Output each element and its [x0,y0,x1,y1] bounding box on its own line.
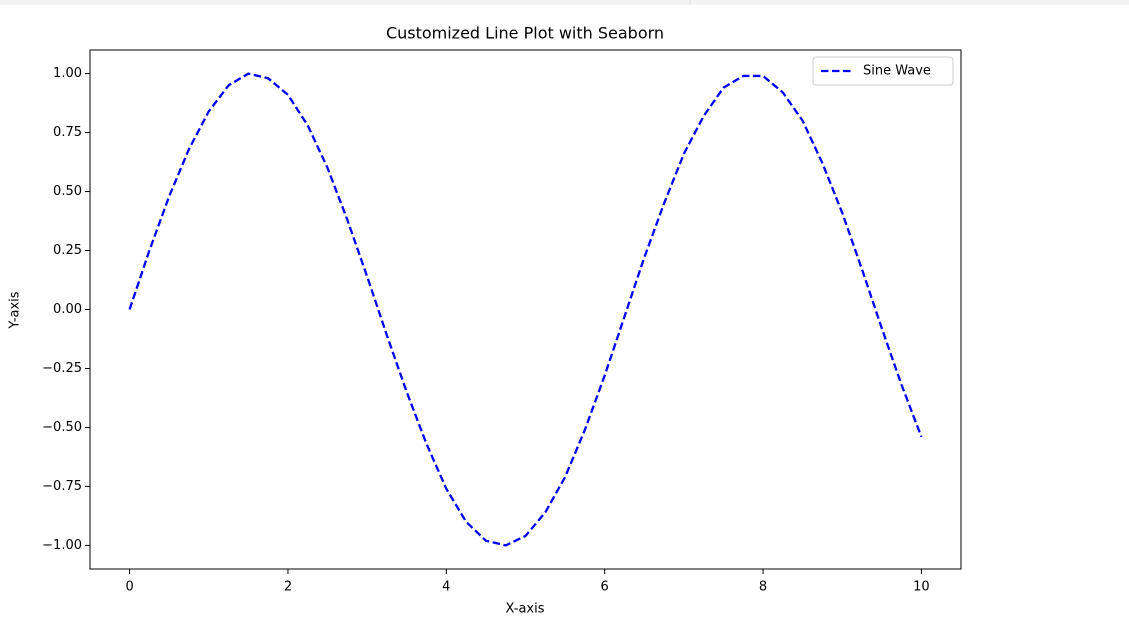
y-tick-label: 0.50 [53,184,82,199]
y-tick-label: 0.00 [53,302,82,317]
y-tick-label: −0.75 [42,479,82,494]
x-tick-label: 4 [442,580,450,595]
legend-label: Sine Wave [863,64,931,79]
y-tick-label: −0.25 [42,361,82,376]
x-tick-label: 2 [284,580,292,595]
y-tick-label: 0.75 [53,125,82,140]
x-tick-label: 8 [759,580,767,595]
y-tick-label: 1.00 [53,66,82,81]
legend-box [812,56,954,86]
line-series [128,72,923,547]
chart-title: Customized Line Plot with Seaborn [386,24,664,43]
x-tick-label: 0 [125,580,133,595]
y-tick-label: −1.00 [42,538,82,553]
x-tick-label: 6 [601,580,609,595]
top-strip [0,0,1129,5]
x-axis-label: X-axis [506,602,545,617]
y-tick-label: −0.50 [42,420,82,435]
plot-frame [89,49,962,570]
x-tick-label: 10 [913,580,930,595]
y-axis-label: Y-axis [8,291,23,329]
y-tick-label: 0.25 [53,243,82,258]
